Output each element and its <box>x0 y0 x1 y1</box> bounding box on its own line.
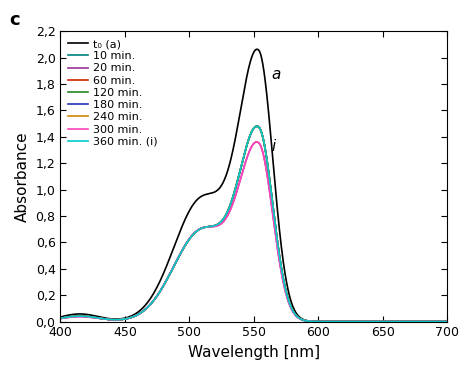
t₀ (a) <box>57 315 63 319</box>
Line: 10 min.: 10 min. <box>60 126 447 322</box>
300 min. <box>323 320 329 324</box>
180 min. <box>57 316 63 321</box>
360 min. (i) <box>323 320 329 324</box>
Line: 20 min.: 20 min. <box>60 142 447 322</box>
360 min. (i) <box>97 316 103 321</box>
180 min. <box>444 320 450 324</box>
Legend: t₀ (a), 10 min., 20 min., 60 min., 120 min., 180 min., 240 min., 300 min., 360 m: t₀ (a), 10 min., 20 min., 60 min., 120 m… <box>66 37 159 149</box>
t₀ (a) <box>359 320 365 324</box>
t₀ (a) <box>254 47 260 51</box>
Line: 180 min.: 180 min. <box>60 126 447 322</box>
Text: a: a <box>272 67 281 82</box>
60 min. <box>366 320 372 324</box>
240 min. <box>366 320 372 324</box>
t₀ (a) <box>228 158 234 162</box>
60 min. <box>323 320 329 324</box>
60 min. <box>444 320 450 324</box>
Text: i: i <box>272 139 276 154</box>
Line: t₀ (a): t₀ (a) <box>60 49 447 322</box>
20 min. <box>97 316 103 321</box>
300 min. <box>97 316 103 321</box>
20 min. <box>444 320 450 324</box>
20 min. <box>214 224 219 228</box>
120 min. <box>97 316 103 321</box>
360 min. (i) <box>444 320 450 324</box>
Text: c: c <box>9 11 20 29</box>
300 min. <box>444 320 450 324</box>
300 min. <box>214 224 219 228</box>
120 min. <box>323 320 329 324</box>
20 min. <box>57 316 63 321</box>
300 min. <box>366 320 372 324</box>
120 min. <box>254 124 260 129</box>
10 min. <box>57 316 63 321</box>
t₀ (a) <box>323 320 329 324</box>
120 min. <box>366 320 372 324</box>
300 min. <box>57 316 63 321</box>
120 min. <box>57 316 63 321</box>
240 min. <box>228 201 234 206</box>
20 min. <box>359 320 365 324</box>
60 min. <box>359 320 365 324</box>
10 min. <box>214 223 219 227</box>
60 min. <box>57 316 63 321</box>
360 min. (i) <box>254 124 260 129</box>
20 min. <box>323 320 329 324</box>
60 min. <box>228 201 234 206</box>
120 min. <box>214 223 219 227</box>
240 min. <box>254 124 260 129</box>
120 min. <box>228 201 234 206</box>
10 min. <box>359 320 365 324</box>
360 min. (i) <box>57 316 63 321</box>
10 min. <box>366 320 372 324</box>
240 min. <box>57 316 63 321</box>
Y-axis label: Absorbance: Absorbance <box>15 131 30 222</box>
180 min. <box>254 124 260 129</box>
t₀ (a) <box>444 320 450 324</box>
60 min. <box>214 223 219 227</box>
10 min. <box>97 316 103 321</box>
180 min. <box>228 201 234 206</box>
10 min. <box>254 124 260 129</box>
20 min. <box>366 320 372 324</box>
Line: 60 min.: 60 min. <box>60 126 447 322</box>
Line: 120 min.: 120 min. <box>60 126 447 322</box>
20 min. <box>254 140 259 144</box>
240 min. <box>444 320 450 324</box>
240 min. <box>97 316 103 321</box>
60 min. <box>97 316 103 321</box>
X-axis label: Wavelength [nm]: Wavelength [nm] <box>188 345 320 360</box>
180 min. <box>323 320 329 324</box>
240 min. <box>323 320 329 324</box>
240 min. <box>359 320 365 324</box>
Line: 360 min. (i): 360 min. (i) <box>60 126 447 322</box>
360 min. (i) <box>228 201 234 206</box>
t₀ (a) <box>214 189 219 193</box>
360 min. (i) <box>214 223 219 227</box>
180 min. <box>214 223 219 227</box>
Line: 240 min.: 240 min. <box>60 126 447 322</box>
120 min. <box>444 320 450 324</box>
t₀ (a) <box>97 315 103 319</box>
180 min. <box>359 320 365 324</box>
20 min. <box>228 207 234 211</box>
360 min. (i) <box>359 320 365 324</box>
10 min. <box>444 320 450 324</box>
180 min. <box>366 320 372 324</box>
300 min. <box>228 207 234 211</box>
240 min. <box>214 223 219 227</box>
360 min. (i) <box>366 320 372 324</box>
300 min. <box>359 320 365 324</box>
10 min. <box>228 201 234 206</box>
300 min. <box>254 140 259 144</box>
t₀ (a) <box>366 320 372 324</box>
10 min. <box>323 320 329 324</box>
60 min. <box>254 124 260 129</box>
120 min. <box>359 320 365 324</box>
Line: 300 min.: 300 min. <box>60 142 447 322</box>
180 min. <box>97 316 103 321</box>
